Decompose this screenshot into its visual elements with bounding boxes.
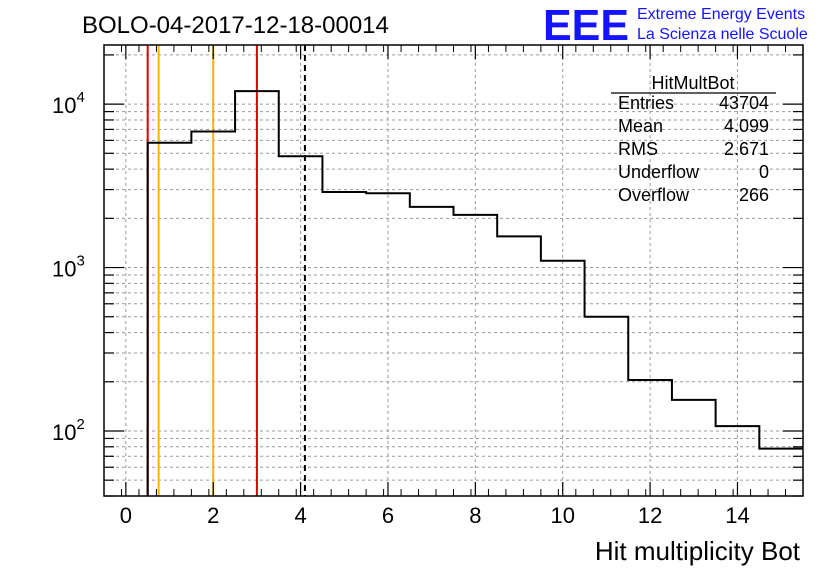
x-tick-label: 8 — [469, 503, 481, 528]
stats-label: Overflow — [618, 185, 690, 205]
logo-line-1: Extreme Energy Events — [637, 6, 805, 23]
x-tick-label: 6 — [382, 503, 394, 528]
logo-line-2: La Scienza nelle Scuole — [637, 26, 808, 43]
chart-title: BOLO-04-2017-12-18-00014 — [82, 12, 389, 39]
y-tick-label: 103 — [52, 253, 85, 282]
x-tick-labels: 0 2 4 6 8 10 12 14 — [120, 503, 750, 528]
x-tick-label: 4 — [294, 503, 306, 528]
grid-lines — [104, 45, 803, 497]
stats-title: HitMultBot — [651, 73, 734, 93]
stats-value: 0 — [759, 162, 769, 182]
stats-value: 43704 — [719, 93, 769, 113]
logo-mark: EEE — [543, 1, 629, 50]
reference-lines — [146, 45, 306, 496]
x-tick-label: 10 — [550, 503, 574, 528]
x-tick-label: 14 — [725, 503, 749, 528]
x-tick-label: 0 — [120, 503, 132, 528]
stats-value: 4.099 — [724, 116, 769, 136]
x-tick-label: 2 — [207, 503, 219, 528]
stats-label: Entries — [618, 93, 674, 113]
plot-frame — [103, 44, 804, 497]
histogram-outline — [146, 90, 803, 496]
stats-label: Underflow — [618, 162, 700, 182]
y-tick-labels: 102 103 104 — [52, 89, 85, 445]
y-tick-label: 104 — [52, 89, 85, 118]
eee-logo: EEE Extreme Energy Events La Scienza nel… — [543, 1, 808, 50]
stats-box: HitMultBot Entries 43704 Mean 4.099 RMS 2.671… — [611, 73, 776, 205]
axis-ticks — [103, 45, 804, 497]
stats-rows: Entries 43704 Mean 4.099 RMS 2.671 Underflow 0 O… — [618, 93, 769, 205]
x-tick-label: 12 — [638, 503, 662, 528]
stats-value: 2.671 — [724, 139, 769, 159]
stats-label: Mean — [618, 116, 663, 136]
x-axis-label: Hit multiplicity Bot — [595, 536, 801, 566]
y-tick-label: 102 — [52, 416, 85, 445]
stats-label: RMS — [618, 139, 658, 159]
stats-value: 266 — [739, 185, 769, 205]
